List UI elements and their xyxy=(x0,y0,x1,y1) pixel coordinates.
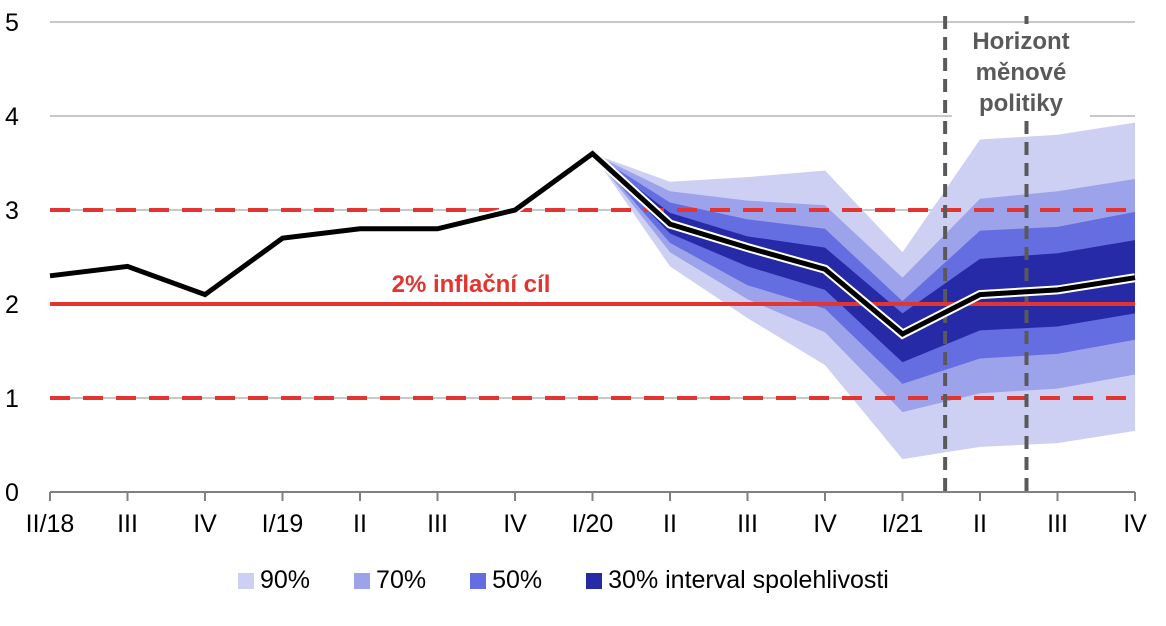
legend-label-30: 30% interval spolehlivosti xyxy=(608,566,889,594)
y-tick-label-2: 2 xyxy=(5,291,19,319)
x-tick-label-7: I/20 xyxy=(572,510,614,538)
legend: 90% 70% 50% 30% interval spolehlivosti xyxy=(238,566,889,595)
x-tick-label-6: IV xyxy=(503,510,527,538)
horizon-label-line-1: Horizont xyxy=(972,28,1069,55)
y-tick-label-1: 1 xyxy=(5,385,19,413)
legend-swatch-90 xyxy=(238,572,254,589)
x-tick-label-10: IV xyxy=(813,510,837,538)
x-tick-label-2: IV xyxy=(193,510,217,538)
x-tick-label-0: II/18 xyxy=(26,510,75,538)
inflation-line-group xyxy=(49,147,1136,340)
confidence-bands xyxy=(592,122,1135,460)
x-tick-label-4: II xyxy=(353,510,367,538)
horizon-label-bg xyxy=(952,24,1090,120)
y-tick-label-3: 3 xyxy=(5,197,19,225)
inflation-line xyxy=(49,150,1136,338)
x-tick-label-8: II xyxy=(663,510,677,538)
x-tick-label-11: I/21 xyxy=(882,510,924,538)
legend-label-70: 70% xyxy=(376,566,427,594)
x-tick-label-14: IV xyxy=(1123,510,1147,538)
legend-item-30: 30% interval spolehlivosti xyxy=(586,566,889,595)
x-tick-label-9: III xyxy=(737,510,758,538)
legend-item-70: 70% xyxy=(354,566,426,595)
x-tick-label-1: III xyxy=(117,510,138,538)
y-tick-label-0: 0 xyxy=(5,479,19,507)
horizon-label-line-2: měnové xyxy=(976,59,1067,86)
target-label: 2% inflační cíl xyxy=(392,271,551,298)
band-30pct xyxy=(592,153,1135,363)
legend-swatch-50 xyxy=(470,572,487,589)
chart-labels: 2% inflační cíl Horizont měnové politiky xyxy=(392,24,1090,298)
x-tick-label-13: III xyxy=(1047,510,1068,538)
x-tick-label-5: III xyxy=(427,510,448,538)
legend-label-50: 50% xyxy=(492,566,543,594)
y-tick-label-5: 5 xyxy=(5,9,19,37)
legend-label-90: 90% xyxy=(260,566,311,594)
y-tick-label-4: 4 xyxy=(5,103,19,131)
legend-swatch-70 xyxy=(354,572,371,589)
legend-item-90: 90% xyxy=(238,566,310,595)
legend-swatch-30 xyxy=(586,572,603,589)
horizon-label-line-3: politiky xyxy=(979,90,1064,117)
x-tick-label-3: I/19 xyxy=(262,510,304,538)
x-tick-label-12: II xyxy=(973,510,987,538)
legend-item-50: 50% xyxy=(470,566,542,595)
